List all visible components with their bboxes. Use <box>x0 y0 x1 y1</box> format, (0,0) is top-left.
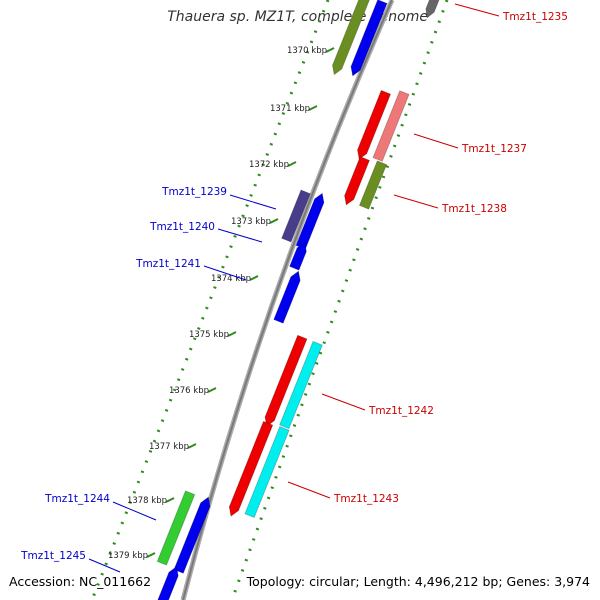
tick-label: 1378 kbp <box>127 496 167 506</box>
kbp-ticks: 1370 kbp 1371 kbp 1372 kbp 1373 kbp 1374 kbp… <box>108 46 335 561</box>
label-leader-line <box>229 194 277 210</box>
tick-label: 1372 kbp <box>249 160 289 170</box>
label-leader-line <box>217 228 263 243</box>
gene-tmz1t-1240b <box>289 241 307 271</box>
tick-label: 1371 kbp <box>270 104 310 114</box>
gene-red-1237 <box>357 89 392 160</box>
gene-blue-top <box>350 0 388 77</box>
gene-label[interactable]: Tmz1t_1241 <box>135 258 201 270</box>
gene-tmz1t-1240 <box>295 192 325 250</box>
gene-tmz1t-1242 <box>279 340 323 430</box>
gene-blue-1244 <box>173 496 211 574</box>
label-leader-line <box>88 558 121 573</box>
label-leader-line <box>454 3 500 17</box>
tick-label: 1374 kbp <box>211 274 251 284</box>
gene-red-1238 <box>344 156 370 206</box>
tick-mark <box>308 105 318 111</box>
outer-dot-track <box>230 0 449 600</box>
gene-tmz1t-1245 <box>157 565 179 600</box>
gc-dot-tracks <box>90 0 449 600</box>
gene-olive-top <box>332 0 370 76</box>
label-leader-line <box>413 133 459 149</box>
gene-tmz1t-1238 <box>358 160 388 210</box>
gene-label[interactable]: Tmz1t_1235 <box>502 11 568 23</box>
gene-label[interactable]: Tmz1t_1239 <box>161 186 227 198</box>
tick-label: 1377 kbp <box>149 442 189 452</box>
gene-label[interactable]: Tmz1t_1240 <box>149 221 215 233</box>
gene-tmz1t-1235 <box>425 0 440 19</box>
tick-mark <box>249 275 259 281</box>
gene-red-1243 <box>228 420 274 517</box>
tick-mark <box>325 47 335 53</box>
gene-tmz1t-1241 <box>273 270 301 324</box>
label-leader-line <box>321 393 366 411</box>
tick-mark <box>269 218 279 224</box>
tick-mark <box>207 387 217 393</box>
tick-label: 1376 kbp <box>169 386 209 396</box>
tick-mark <box>187 443 197 449</box>
tick-label: 1379 kbp <box>108 551 148 561</box>
tick-label: 1373 kbp <box>231 217 271 227</box>
gene-tmz1t-1239 <box>281 189 311 243</box>
accession-text: Accession: NC_011662 <box>9 574 152 589</box>
label-leader-line <box>112 501 157 521</box>
gene-label[interactable]: Tmz1t_1244 <box>44 493 110 505</box>
tick-mark <box>287 161 297 167</box>
gene-label[interactable]: Tmz1t_1242 <box>368 405 434 417</box>
gene-label[interactable]: Tmz1t_1238 <box>441 203 507 215</box>
gene-tmz1t-1243 <box>244 425 290 519</box>
tick-label: 1375 kbp <box>189 330 229 340</box>
label-leader-line <box>393 194 439 209</box>
gene-labels: Tmz1t_1235 Tmz1t_1237 Tmz1t_1238 Tmz1t_1239… <box>20 3 568 573</box>
gene-tmz1t-1244 <box>156 490 196 566</box>
gene-label[interactable]: Tmz1t_1245 <box>20 550 86 562</box>
tick-mark <box>165 497 175 503</box>
gene-label[interactable]: Tmz1t_1237 <box>461 143 527 155</box>
gene-label[interactable]: Tmz1t_1243 <box>333 493 399 505</box>
gene-red-1242 <box>264 334 308 427</box>
gene-tmz1t-1237 <box>372 90 410 162</box>
label-leader-line <box>203 265 247 281</box>
gene-features <box>156 0 440 600</box>
tick-mark <box>146 552 156 558</box>
label-leader-line <box>287 481 331 499</box>
topology-text: Topology: circular; Length: 4,496,212 bp… <box>246 574 590 589</box>
tick-mark <box>227 331 237 337</box>
tick-label: 1370 kbp <box>287 46 327 56</box>
